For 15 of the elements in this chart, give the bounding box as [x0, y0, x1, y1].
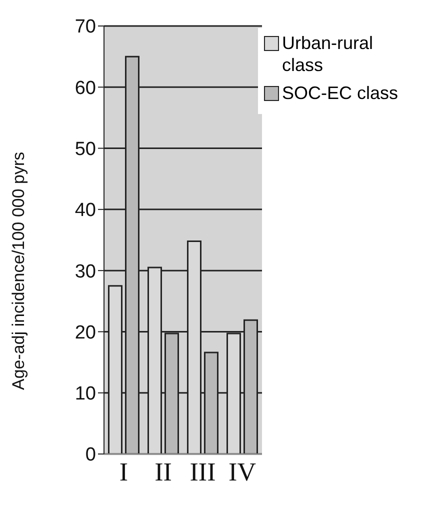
y-tick-label: 60 — [74, 78, 96, 99]
x-tick-label: I — [119, 457, 128, 486]
y-tick-label: 30 — [74, 261, 96, 282]
y-tick-label: 10 — [74, 384, 96, 405]
y-axis-title: Age-adj incidence/100 000 pyrs — [9, 152, 28, 390]
y-tick-label: 70 — [74, 16, 96, 38]
y-tick-label: 40 — [74, 200, 96, 222]
legend-label: SOC-EC class — [282, 82, 398, 104]
y-tick-label: 0 — [85, 444, 96, 466]
x-tick-label: III — [190, 457, 216, 486]
y-tick-label: 20 — [74, 322, 96, 344]
x-tick-label: IV — [228, 457, 256, 486]
x-tick-label: II — [154, 457, 172, 486]
legend-label: Urban-rural class — [282, 32, 374, 76]
y-tick-label: 50 — [74, 139, 96, 160]
